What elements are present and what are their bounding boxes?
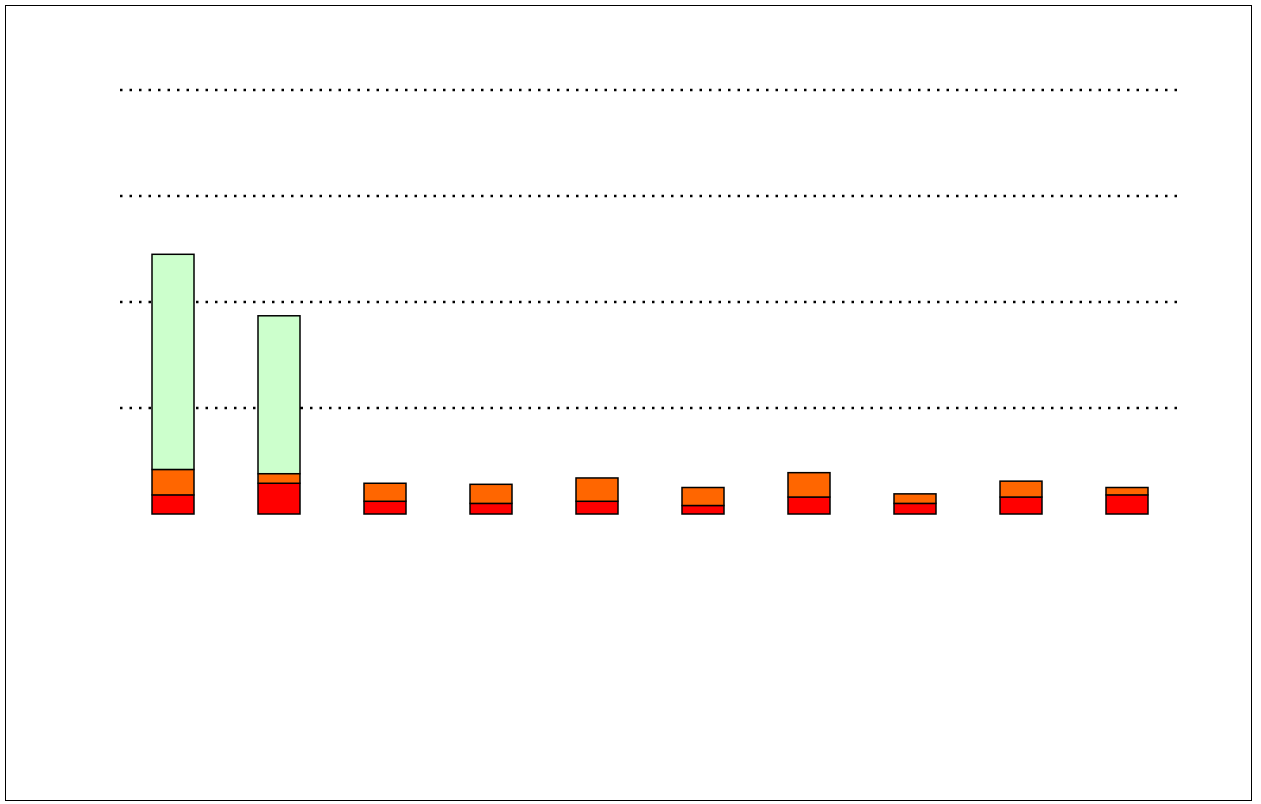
bar-segment-4-series-1: [469, 502, 513, 515]
bar-segment-2-series-3: [257, 315, 301, 475]
bar-segment-2-series-2: [257, 472, 301, 485]
gridlines: [120, 88, 1182, 410]
bar-segment-5-series-2: [575, 477, 619, 503]
bar-segment-6-series-1: [681, 504, 725, 515]
bar-segment-10-series-2: [1105, 486, 1149, 496]
bar-segment-1-series-2: [151, 468, 195, 496]
bar-segment-7-series-2: [787, 471, 831, 498]
bar-segment-2-series-1: [257, 482, 301, 515]
bar-segment-10-series-1: [1105, 494, 1149, 515]
bar-segment-7-series-1: [787, 496, 831, 515]
bar-segment-5-series-1: [575, 500, 619, 515]
bar-segment-3-series-1: [363, 500, 407, 515]
bar-segment-3-series-2: [363, 482, 407, 503]
bar-segment-8-series-2: [893, 493, 937, 505]
bar-segment-4-series-2: [469, 483, 513, 505]
bar-segment-6-series-2: [681, 486, 725, 507]
bar-segment-8-series-1: [893, 502, 937, 515]
bar-segment-1-series-3: [151, 253, 195, 471]
bar-segment-9-series-2: [999, 480, 1043, 498]
bar-segment-1-series-1: [151, 494, 195, 515]
bar-segment-9-series-1: [999, 496, 1043, 515]
bars: [151, 253, 1149, 515]
chart-frame: [5, 5, 1252, 801]
